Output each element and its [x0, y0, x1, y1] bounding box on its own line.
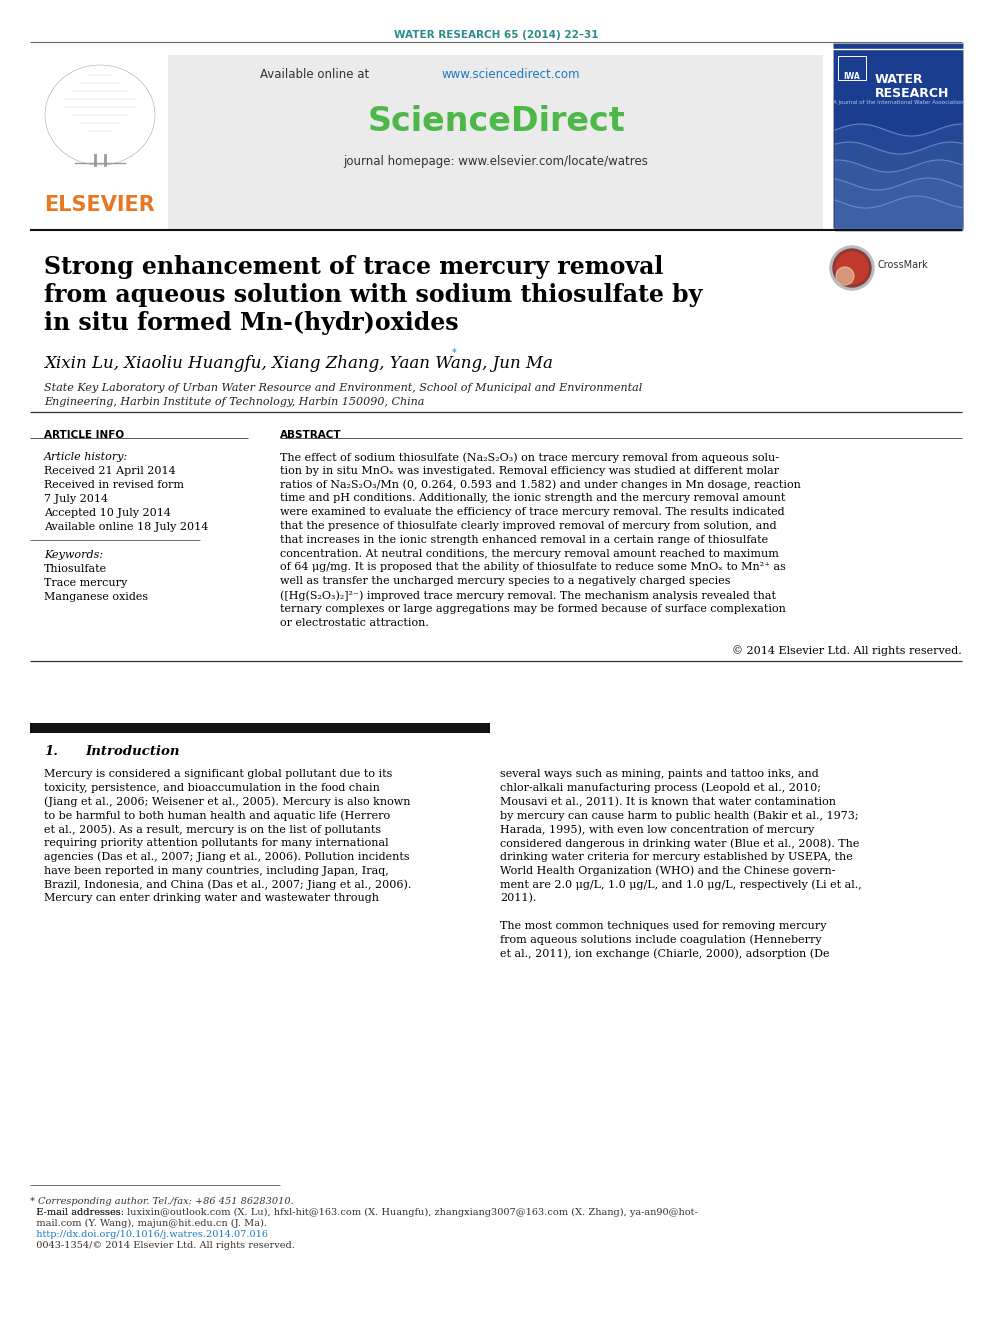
- Text: The most common techniques used for removing mercury: The most common techniques used for remo…: [500, 921, 826, 931]
- Text: et al., 2011), ion exchange (Chiarle, 2000), adsorption (De: et al., 2011), ion exchange (Chiarle, 20…: [500, 949, 829, 959]
- Text: chlor-alkali manufacturing process (Leopold et al., 2010;: chlor-alkali manufacturing process (Leop…: [500, 783, 821, 794]
- Text: from aqueous solutions include coagulation (Henneberry: from aqueous solutions include coagulati…: [500, 934, 821, 945]
- Text: A journal of the International Water Association: A journal of the International Water Ass…: [832, 101, 963, 105]
- Text: Brazil, Indonesia, and China (Das et al., 2007; Jiang et al., 2006).: Brazil, Indonesia, and China (Das et al.…: [44, 880, 412, 890]
- Text: ABSTRACT: ABSTRACT: [280, 430, 341, 441]
- Text: in situ formed Mn-(hydr)oxides: in situ formed Mn-(hydr)oxides: [44, 311, 458, 335]
- Text: Article history:: Article history:: [44, 452, 128, 462]
- Bar: [833, 44, 963, 228]
- Text: Keywords:: Keywords:: [44, 550, 103, 560]
- Text: * Corresponding author. Tel./fax: +86 451 86283010.: * Corresponding author. Tel./fax: +86 45…: [30, 1197, 294, 1207]
- Text: Accepted 10 July 2014: Accepted 10 July 2014: [44, 508, 171, 519]
- Text: Xixin Lu, Xiaoliu Huangfu, Xiang Zhang, Yaan Wang, Jun Ma: Xixin Lu, Xiaoliu Huangfu, Xiang Zhang, …: [44, 355, 553, 372]
- Text: http://dx.doi.org/10.1016/j.watres.2014.07.016: http://dx.doi.org/10.1016/j.watres.2014.…: [30, 1230, 268, 1240]
- Text: tion by in situ MnOₓ was investigated. Removal efficiency was studied at differe: tion by in situ MnOₓ was investigated. R…: [280, 466, 779, 476]
- Text: or electrostatic attraction.: or electrostatic attraction.: [280, 618, 429, 627]
- Text: World Health Organization (WHO) and the Chinese govern-: World Health Organization (WHO) and the …: [500, 865, 835, 876]
- Text: E-mail addresses: luxixin@outlook.com (X. Lu), hfxl-hit@163.com (X. Huangfu), zh: E-mail addresses: luxixin@outlook.com (X…: [30, 1208, 697, 1217]
- Text: CrossMark: CrossMark: [878, 261, 929, 270]
- Text: several ways such as mining, paints and tattoo inks, and: several ways such as mining, paints and …: [500, 769, 818, 779]
- Text: Available online at: Available online at: [260, 67, 373, 81]
- Text: 2011).: 2011).: [500, 893, 537, 904]
- Bar: [30, 722, 490, 733]
- Text: ScienceDirect: ScienceDirect: [367, 105, 625, 138]
- Text: considered dangerous in drinking water (Blue et al., 2008). The: considered dangerous in drinking water (…: [500, 837, 859, 848]
- Text: *: *: [452, 348, 456, 359]
- Text: ment are 2.0 μg/L, 1.0 μg/L, and 1.0 μg/L, respectively (Li et al.,: ment are 2.0 μg/L, 1.0 μg/L, and 1.0 μg/…: [500, 880, 862, 890]
- Text: drinking water criteria for mercury established by USEPA, the: drinking water criteria for mercury esta…: [500, 852, 853, 861]
- Text: that the presence of thiosulfate clearly improved removal of mercury from soluti: that the presence of thiosulfate clearly…: [280, 521, 777, 531]
- Text: toxicity, persistence, and bioaccumulation in the food chain: toxicity, persistence, and bioaccumulati…: [44, 783, 380, 792]
- Text: 7 July 2014: 7 July 2014: [44, 493, 108, 504]
- Text: well as transfer the uncharged mercury species to a negatively charged species: well as transfer the uncharged mercury s…: [280, 577, 730, 586]
- Text: mail.com (Y. Wang), majun@hit.edu.cn (J. Ma).: mail.com (Y. Wang), majun@hit.edu.cn (J.…: [30, 1218, 267, 1228]
- Text: Received 21 April 2014: Received 21 April 2014: [44, 466, 176, 476]
- Text: Available online 18 July 2014: Available online 18 July 2014: [44, 523, 208, 532]
- Text: requiring priority attention pollutants for many international: requiring priority attention pollutants …: [44, 837, 389, 848]
- Text: concentration. At neutral conditions, the mercury removal amount reached to maxi: concentration. At neutral conditions, th…: [280, 549, 779, 558]
- Bar: [168, 56, 823, 230]
- Bar: [838, 56, 866, 79]
- Text: ELSEVIER: ELSEVIER: [45, 194, 156, 216]
- Text: WATER RESEARCH 65 (2014) 22–31: WATER RESEARCH 65 (2014) 22–31: [394, 30, 598, 40]
- Text: have been reported in many countries, including Japan, Iraq,: have been reported in many countries, in…: [44, 865, 389, 876]
- Circle shape: [836, 267, 854, 284]
- Text: from aqueous solution with sodium thiosulfate by: from aqueous solution with sodium thiosu…: [44, 283, 702, 307]
- Text: that increases in the ionic strength enhanced removal in a certain range of thio: that increases in the ionic strength enh…: [280, 534, 768, 545]
- Text: Manganese oxides: Manganese oxides: [44, 591, 148, 602]
- Text: WATER: WATER: [875, 73, 924, 86]
- Text: time and pH conditions. Additionally, the ionic strength and the mercury removal: time and pH conditions. Additionally, th…: [280, 493, 786, 503]
- Text: Trace mercury: Trace mercury: [44, 578, 127, 587]
- Text: ARTICLE INFO: ARTICLE INFO: [44, 430, 124, 441]
- Text: of 64 μg/mg. It is proposed that the ability of thiosulfate to reduce some MnOₓ : of 64 μg/mg. It is proposed that the abi…: [280, 562, 786, 573]
- Text: IWA: IWA: [843, 71, 860, 81]
- Text: ratios of Na₂S₂O₃/Mn (0, 0.264, 0.593 and 1.582) and under changes in Mn dosage,: ratios of Na₂S₂O₃/Mn (0, 0.264, 0.593 an…: [280, 480, 801, 490]
- Text: (Jiang et al., 2006; Weisener et al., 2005). Mercury is also known: (Jiang et al., 2006; Weisener et al., 20…: [44, 796, 411, 807]
- Circle shape: [830, 246, 874, 290]
- Text: ternary complexes or large aggregations may be formed because of surface complex: ternary complexes or large aggregations …: [280, 603, 786, 614]
- Text: by mercury can cause harm to public health (Bakir et al., 1973;: by mercury can cause harm to public heal…: [500, 811, 859, 822]
- Text: journal homepage: www.elsevier.com/locate/watres: journal homepage: www.elsevier.com/locat…: [343, 155, 649, 168]
- Text: Engineering, Harbin Institute of Technology, Harbin 150090, China: Engineering, Harbin Institute of Technol…: [44, 397, 425, 407]
- Text: 0043-1354/© 2014 Elsevier Ltd. All rights reserved.: 0043-1354/© 2014 Elsevier Ltd. All right…: [30, 1241, 295, 1250]
- Text: et al., 2005). As a result, mercury is on the list of pollutants: et al., 2005). As a result, mercury is o…: [44, 824, 381, 835]
- Text: were examined to evaluate the efficiency of trace mercury removal. The results i: were examined to evaluate the efficiency…: [280, 507, 785, 517]
- Text: Received in revised form: Received in revised form: [44, 480, 184, 490]
- Text: to be harmful to both human health and aquatic life (Herrero: to be harmful to both human health and a…: [44, 811, 390, 822]
- Text: The effect of sodium thiosulfate (Na₂S₂O₃) on trace mercury removal from aqueous: The effect of sodium thiosulfate (Na₂S₂O…: [280, 452, 779, 463]
- Text: E-mail addresses:: E-mail addresses:: [30, 1208, 127, 1217]
- Text: RESEARCH: RESEARCH: [875, 87, 949, 101]
- Text: agencies (Das et al., 2007; Jiang et al., 2006). Pollution incidents: agencies (Das et al., 2007; Jiang et al.…: [44, 852, 410, 863]
- Text: Mercury is considered a significant global pollutant due to its: Mercury is considered a significant glob…: [44, 769, 393, 779]
- Text: Strong enhancement of trace mercury removal: Strong enhancement of trace mercury remo…: [44, 255, 664, 279]
- Text: Mercury can enter drinking water and wastewater through: Mercury can enter drinking water and was…: [44, 893, 379, 904]
- Text: © 2014 Elsevier Ltd. All rights reserved.: © 2014 Elsevier Ltd. All rights reserved…: [732, 646, 962, 656]
- Text: Harada, 1995), with even low concentration of mercury: Harada, 1995), with even low concentrati…: [500, 824, 814, 835]
- Text: 1.: 1.: [44, 745, 58, 758]
- Text: ([Hg(S₂O₃)₂]²⁻) improved trace mercury removal. The mechanism analysis revealed : ([Hg(S₂O₃)₂]²⁻) improved trace mercury r…: [280, 590, 776, 601]
- Circle shape: [833, 249, 871, 287]
- Text: www.sciencedirect.com: www.sciencedirect.com: [442, 67, 580, 81]
- Text: Introduction: Introduction: [85, 745, 180, 758]
- Text: State Key Laboratory of Urban Water Resource and Environment, School of Municipa: State Key Laboratory of Urban Water Reso…: [44, 382, 642, 393]
- Text: Mousavi et al., 2011). It is known that water contamination: Mousavi et al., 2011). It is known that …: [500, 796, 836, 807]
- Circle shape: [836, 251, 868, 284]
- Text: Thiosulfate: Thiosulfate: [44, 564, 107, 574]
